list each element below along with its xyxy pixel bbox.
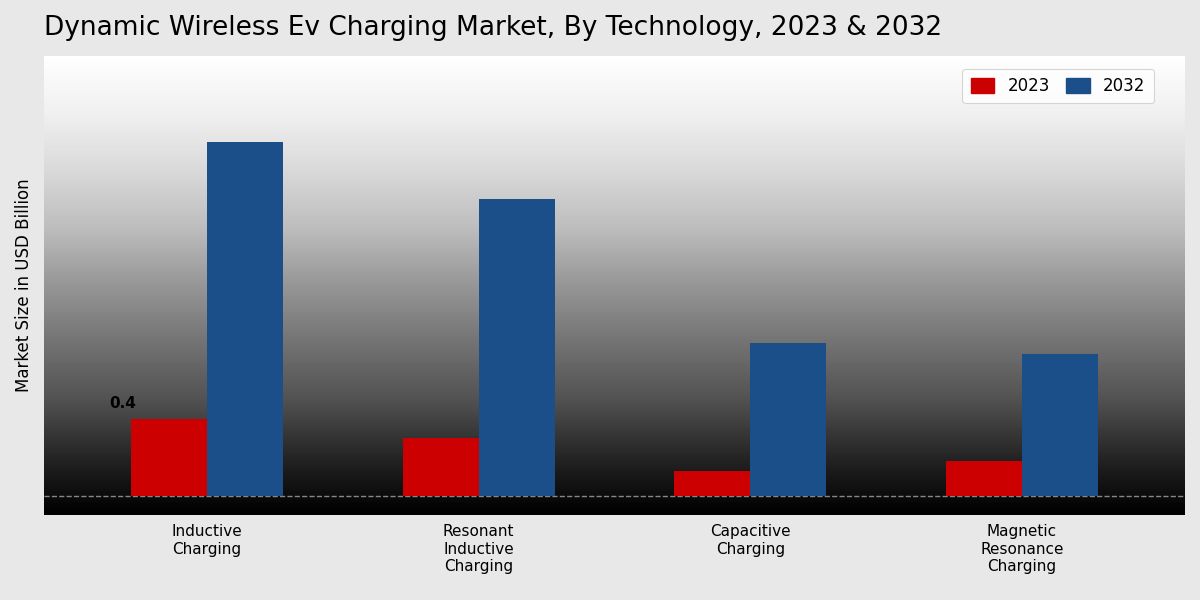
Bar	[479, 199, 554, 496]
Bar	[208, 142, 283, 496]
Text: Dynamic Wireless Ev Charging Market, By Technology, 2023 & 2032: Dynamic Wireless Ev Charging Market, By …	[44, 15, 942, 41]
Legend: 2023, 2032: 2023, 2032	[962, 69, 1154, 103]
Y-axis label: Market Size in USD Billion: Market Size in USD Billion	[14, 178, 34, 392]
Bar	[946, 461, 1022, 496]
Bar	[1022, 354, 1098, 496]
Bar	[131, 419, 208, 496]
Text: 0.4: 0.4	[109, 397, 137, 412]
Bar	[674, 471, 750, 496]
Bar	[750, 343, 827, 496]
Bar	[403, 438, 479, 496]
